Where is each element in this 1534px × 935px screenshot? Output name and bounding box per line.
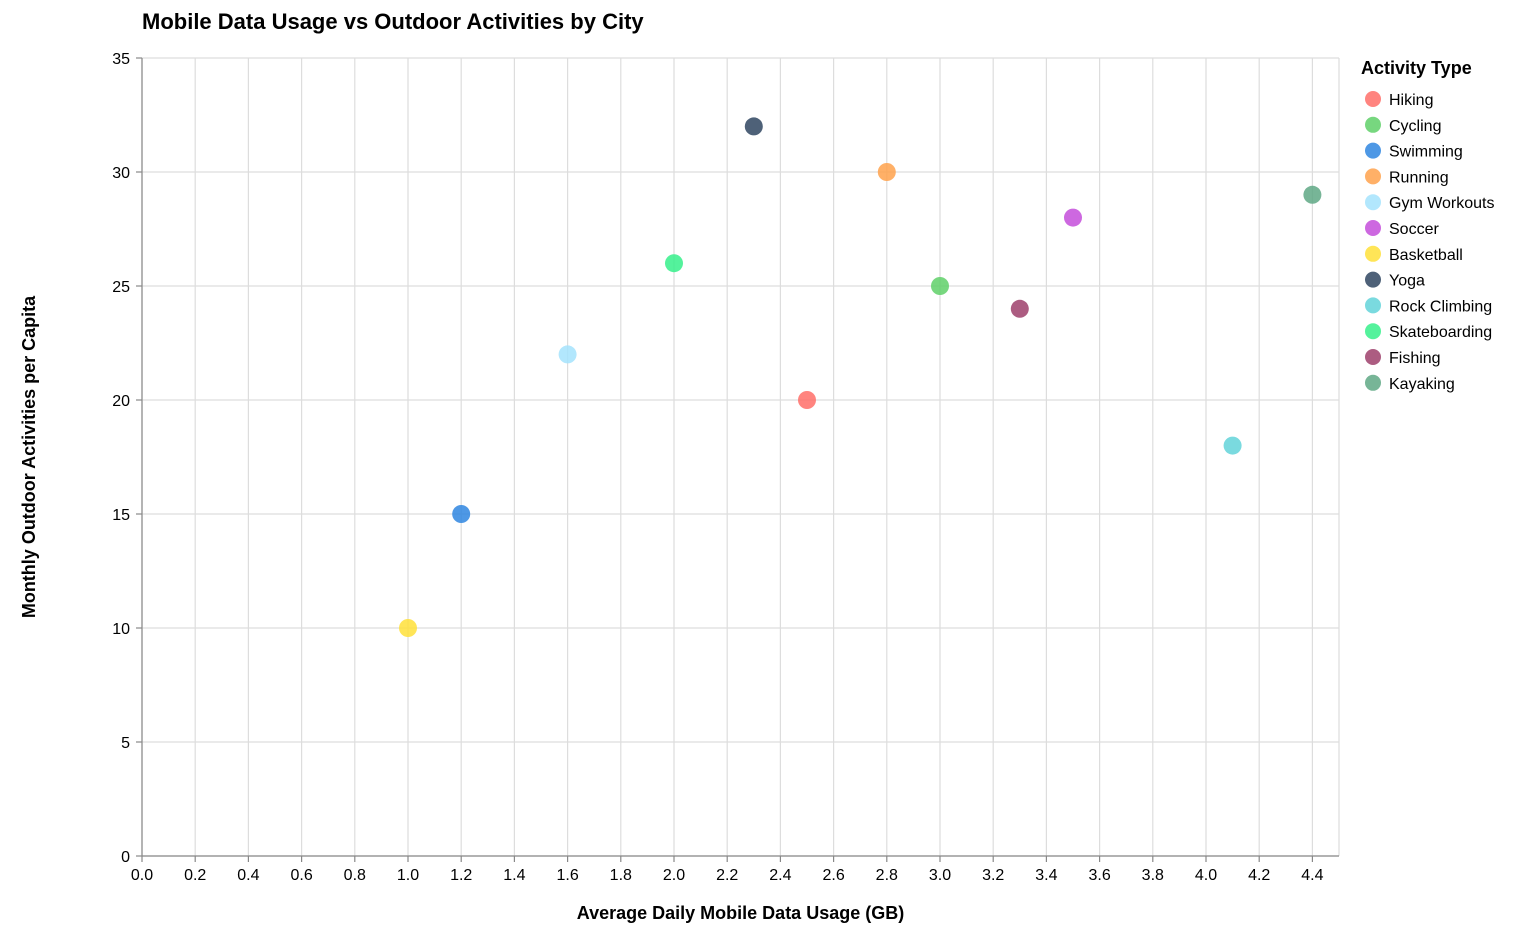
legend-swatch bbox=[1365, 374, 1381, 391]
x-tick-label: 3.2 bbox=[982, 867, 1004, 884]
legend-label: Kayaking bbox=[1389, 376, 1455, 393]
y-tick-label: 35 bbox=[112, 51, 130, 68]
data-point-swimming[interactable] bbox=[452, 505, 471, 523]
x-tick-label: 1.4 bbox=[503, 867, 525, 884]
legend-swatch bbox=[1365, 220, 1381, 236]
x-tick-label: 2.6 bbox=[822, 867, 844, 884]
data-points bbox=[399, 117, 1322, 637]
data-point-gym-workouts[interactable] bbox=[558, 345, 577, 364]
x-tick-label: 3.8 bbox=[1142, 867, 1164, 884]
x-tick-label: 0.0 bbox=[131, 867, 153, 884]
x-tick-label: 2.4 bbox=[769, 867, 791, 884]
y-tick-label: 30 bbox=[112, 165, 130, 182]
legend-swatch bbox=[1365, 142, 1381, 159]
x-tick-label: 4.0 bbox=[1195, 867, 1217, 884]
data-point-fishing[interactable] bbox=[1010, 299, 1029, 318]
x-tick-label: 1.6 bbox=[556, 867, 578, 884]
grid bbox=[141, 57, 1340, 857]
data-point-hiking[interactable] bbox=[798, 391, 816, 409]
axes: 0.0 0.2 0.4 0.6 0.8 1.0 1.2 1.4 1.6 1.8 2.0 2.2 2.4 2… bbox=[112, 51, 1339, 884]
data-point-soccer[interactable] bbox=[1064, 208, 1082, 227]
legend-label: Yoga bbox=[1389, 273, 1425, 290]
data-point-kayaking[interactable] bbox=[1303, 185, 1322, 204]
legend-title: Activity Type bbox=[1361, 58, 1472, 78]
y-tick-label: 5 bbox=[121, 735, 130, 752]
legend-swatch bbox=[1365, 271, 1381, 288]
legend-label: Rock Climbing bbox=[1389, 298, 1492, 315]
legend-label: Fishing bbox=[1389, 350, 1441, 367]
x-tick-label: 0.6 bbox=[290, 867, 312, 884]
x-tick-label: 2.8 bbox=[876, 867, 898, 884]
x-tick-label: 2.0 bbox=[663, 867, 685, 884]
y-tick-label: 20 bbox=[112, 393, 130, 410]
legend-swatch bbox=[1365, 323, 1381, 340]
legend-swatch bbox=[1365, 91, 1381, 107]
x-tick-label: 3.4 bbox=[1035, 867, 1057, 884]
legend-label: Hiking bbox=[1389, 92, 1433, 109]
data-point-cycling[interactable] bbox=[931, 277, 949, 295]
legend-label: Running bbox=[1389, 169, 1449, 186]
legend-swatch bbox=[1365, 194, 1381, 211]
x-tick-label: 1.0 bbox=[397, 867, 419, 884]
x-tick-label: 3.6 bbox=[1088, 867, 1110, 884]
legend-swatch bbox=[1365, 297, 1381, 314]
data-point-running[interactable] bbox=[877, 163, 896, 181]
x-tick-label: 0.2 bbox=[184, 867, 206, 884]
y-tick-label: 15 bbox=[112, 507, 130, 524]
legend: Activity Type Hiking Cycling Swimming Runni… bbox=[1361, 58, 1495, 393]
legend-label: Basketball bbox=[1389, 247, 1463, 264]
x-tick-label: 2.2 bbox=[716, 867, 738, 884]
x-tick-label: 1.8 bbox=[610, 867, 632, 884]
legend-swatch bbox=[1365, 168, 1381, 185]
legend-swatch bbox=[1365, 349, 1381, 365]
y-tick-label: 10 bbox=[112, 621, 130, 638]
legend-label: Cycling bbox=[1389, 118, 1441, 135]
legend-label: Soccer bbox=[1389, 221, 1439, 238]
legend-label: Swimming bbox=[1389, 144, 1463, 161]
data-point-basketball[interactable] bbox=[399, 619, 417, 637]
data-point-skateboarding[interactable] bbox=[665, 254, 683, 273]
data-point-yoga[interactable] bbox=[744, 117, 763, 136]
legend-swatch bbox=[1365, 245, 1381, 262]
x-tick-label: 1.2 bbox=[450, 867, 472, 884]
data-point-rock-climbing[interactable] bbox=[1223, 436, 1242, 455]
chart-title: Mobile Data Usage vs Outdoor Activities … bbox=[142, 9, 644, 34]
legend-label: Gym Workouts bbox=[1389, 195, 1495, 212]
x-tick-label: 0.8 bbox=[344, 867, 366, 884]
y-axis-title: Monthly Outdoor Activities per Capita bbox=[19, 295, 39, 618]
x-tick-label: 0.4 bbox=[237, 867, 259, 884]
x-axis-title: Average Daily Mobile Data Usage (GB) bbox=[577, 903, 904, 923]
x-tick-label: 3.0 bbox=[929, 867, 951, 884]
legend-swatch bbox=[1365, 116, 1381, 133]
x-tick-label: 4.4 bbox=[1301, 867, 1323, 884]
y-tick-label: 0 bbox=[121, 849, 130, 866]
y-tick-label: 25 bbox=[112, 279, 130, 296]
x-tick-label: 4.2 bbox=[1248, 867, 1270, 884]
legend-label: Skateboarding bbox=[1389, 324, 1492, 341]
